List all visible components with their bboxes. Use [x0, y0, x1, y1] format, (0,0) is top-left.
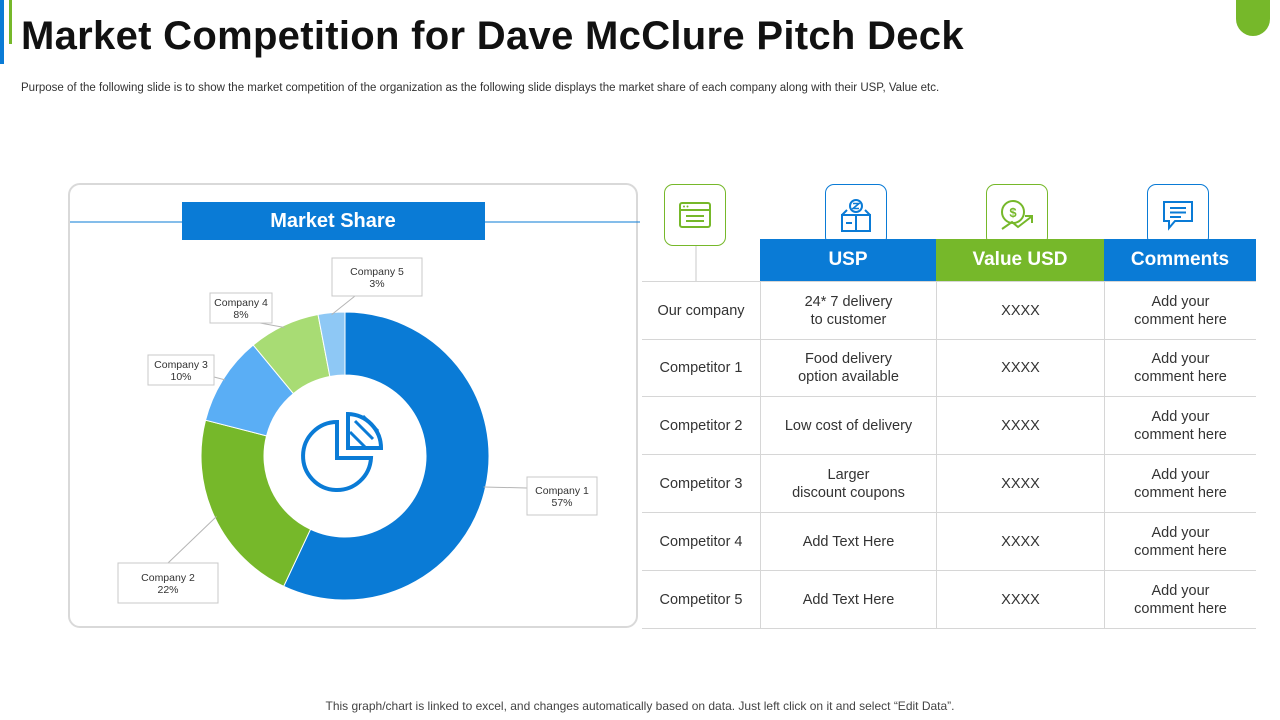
chart-title: Market Share — [270, 210, 396, 232]
leader-line-3 — [213, 376, 226, 381]
row-value: XXXX — [936, 455, 1104, 512]
dollar-growth-icon: $ — [986, 184, 1048, 246]
data-label-value-3: 10% — [170, 371, 191, 383]
data-label-category-5: Company 5 — [350, 266, 404, 278]
row-usp: Add Text Here — [760, 571, 936, 628]
row-name: Competitor 2 — [659, 417, 743, 434]
data-label-value-1: 57% — [551, 497, 572, 509]
row-usp: Add Text Here — [760, 513, 936, 570]
data-label-box-3 — [147, 354, 215, 386]
data-label-category-2: Company 2 — [141, 572, 195, 584]
browser-window-icon — [664, 184, 726, 246]
row-name: Our company — [657, 302, 745, 319]
data-label-value-5: 3% — [369, 278, 384, 290]
table-row: Competitor 5 Add Text Here XXXX Add your… — [642, 571, 1256, 629]
chart-title-box — [182, 202, 485, 240]
row-name: Competitor 4 — [659, 533, 743, 550]
row-value: XXXX — [936, 513, 1104, 570]
competition-table: $ USP Value USD Comments Our company 24*… — [642, 183, 1256, 629]
leader-line-1 — [483, 486, 528, 489]
box-with-money-icon — [825, 184, 887, 246]
header-comments: Comments — [1104, 239, 1256, 281]
donut-slice-5[interactable] — [317, 311, 346, 378]
header-usp: USP — [760, 239, 936, 281]
data-label-box-2 — [117, 562, 219, 604]
data-label-box-5 — [331, 257, 423, 297]
page-subtitle: Purpose of the following slide is to sho… — [21, 82, 940, 94]
row-usp: Larger discount coupons — [760, 455, 936, 512]
row-value: XXXX — [936, 339, 1104, 396]
row-name: Competitor 5 — [659, 591, 743, 608]
market-share-chart-panel: Market Share Company 1 57% Company 2 22% Com… — [68, 183, 640, 630]
row-comment: Add your comment here — [1104, 282, 1256, 339]
row-usp: 24* 7 delivery to customer — [760, 282, 936, 339]
row-comment: Add your comment here — [1104, 397, 1256, 454]
leader-line-2 — [167, 516, 217, 564]
row-usp: Low cost of delivery — [760, 397, 936, 454]
footer-note: This graph/chart is linked to excel, and… — [325, 699, 955, 713]
table-row: Competitor 4 Add Text Here XXXX Add your… — [642, 513, 1256, 571]
donut-slice-2[interactable] — [200, 419, 312, 587]
leader-line-5 — [331, 295, 356, 316]
row-comment: Add your comment here — [1104, 455, 1256, 512]
data-label-box-4 — [209, 292, 273, 324]
row-name: Competitor 1 — [659, 359, 743, 376]
donut-slice-1[interactable] — [283, 311, 490, 601]
data-label-box-1 — [526, 476, 598, 516]
corner-tab — [1236, 0, 1270, 36]
table-header-decor — [695, 246, 697, 281]
row-name: Competitor 3 — [659, 475, 743, 492]
leader-line-4 — [259, 322, 285, 329]
pie-chart-icon — [301, 411, 384, 492]
table-row: Competitor 2 Low cost of delivery XXXX A… — [642, 397, 1256, 455]
table-row: Competitor 3 Larger discount coupons XXX… — [642, 455, 1256, 513]
data-label-category-3: Company 3 — [154, 359, 208, 371]
header-value-usd: Value USD — [936, 239, 1104, 281]
data-label-category-1: Company 1 — [535, 485, 589, 497]
accent-bar — [0, 0, 4, 64]
market-share-donut-chart[interactable]: Market Share Company 157% Company 222% Com… — [70, 185, 640, 630]
row-value: XXXX — [936, 397, 1104, 454]
row-usp: Food delivery option available — [760, 339, 936, 396]
table-row: Our company 24* 7 delivery to customer X… — [642, 281, 1256, 340]
data-label-category-4: Company 4 — [214, 297, 268, 309]
page-title: Market Competition for Dave McClure Pitc… — [21, 14, 964, 58]
comment-bubble-icon — [1147, 184, 1209, 246]
row-comment: Add your comment here — [1104, 513, 1256, 570]
accent-bar-secondary — [9, 0, 12, 44]
row-value: XXXX — [936, 571, 1104, 628]
table-row: Competitor 1 Food delivery option availa… — [642, 339, 1256, 397]
row-comment: Add your comment here — [1104, 339, 1256, 396]
row-comment: Add your comment here — [1104, 571, 1256, 628]
svg-text:$: $ — [1009, 205, 1017, 220]
data-label-value-2: 22% — [157, 584, 178, 596]
data-label-value-4: 8% — [233, 309, 248, 321]
row-value: XXXX — [936, 282, 1104, 339]
